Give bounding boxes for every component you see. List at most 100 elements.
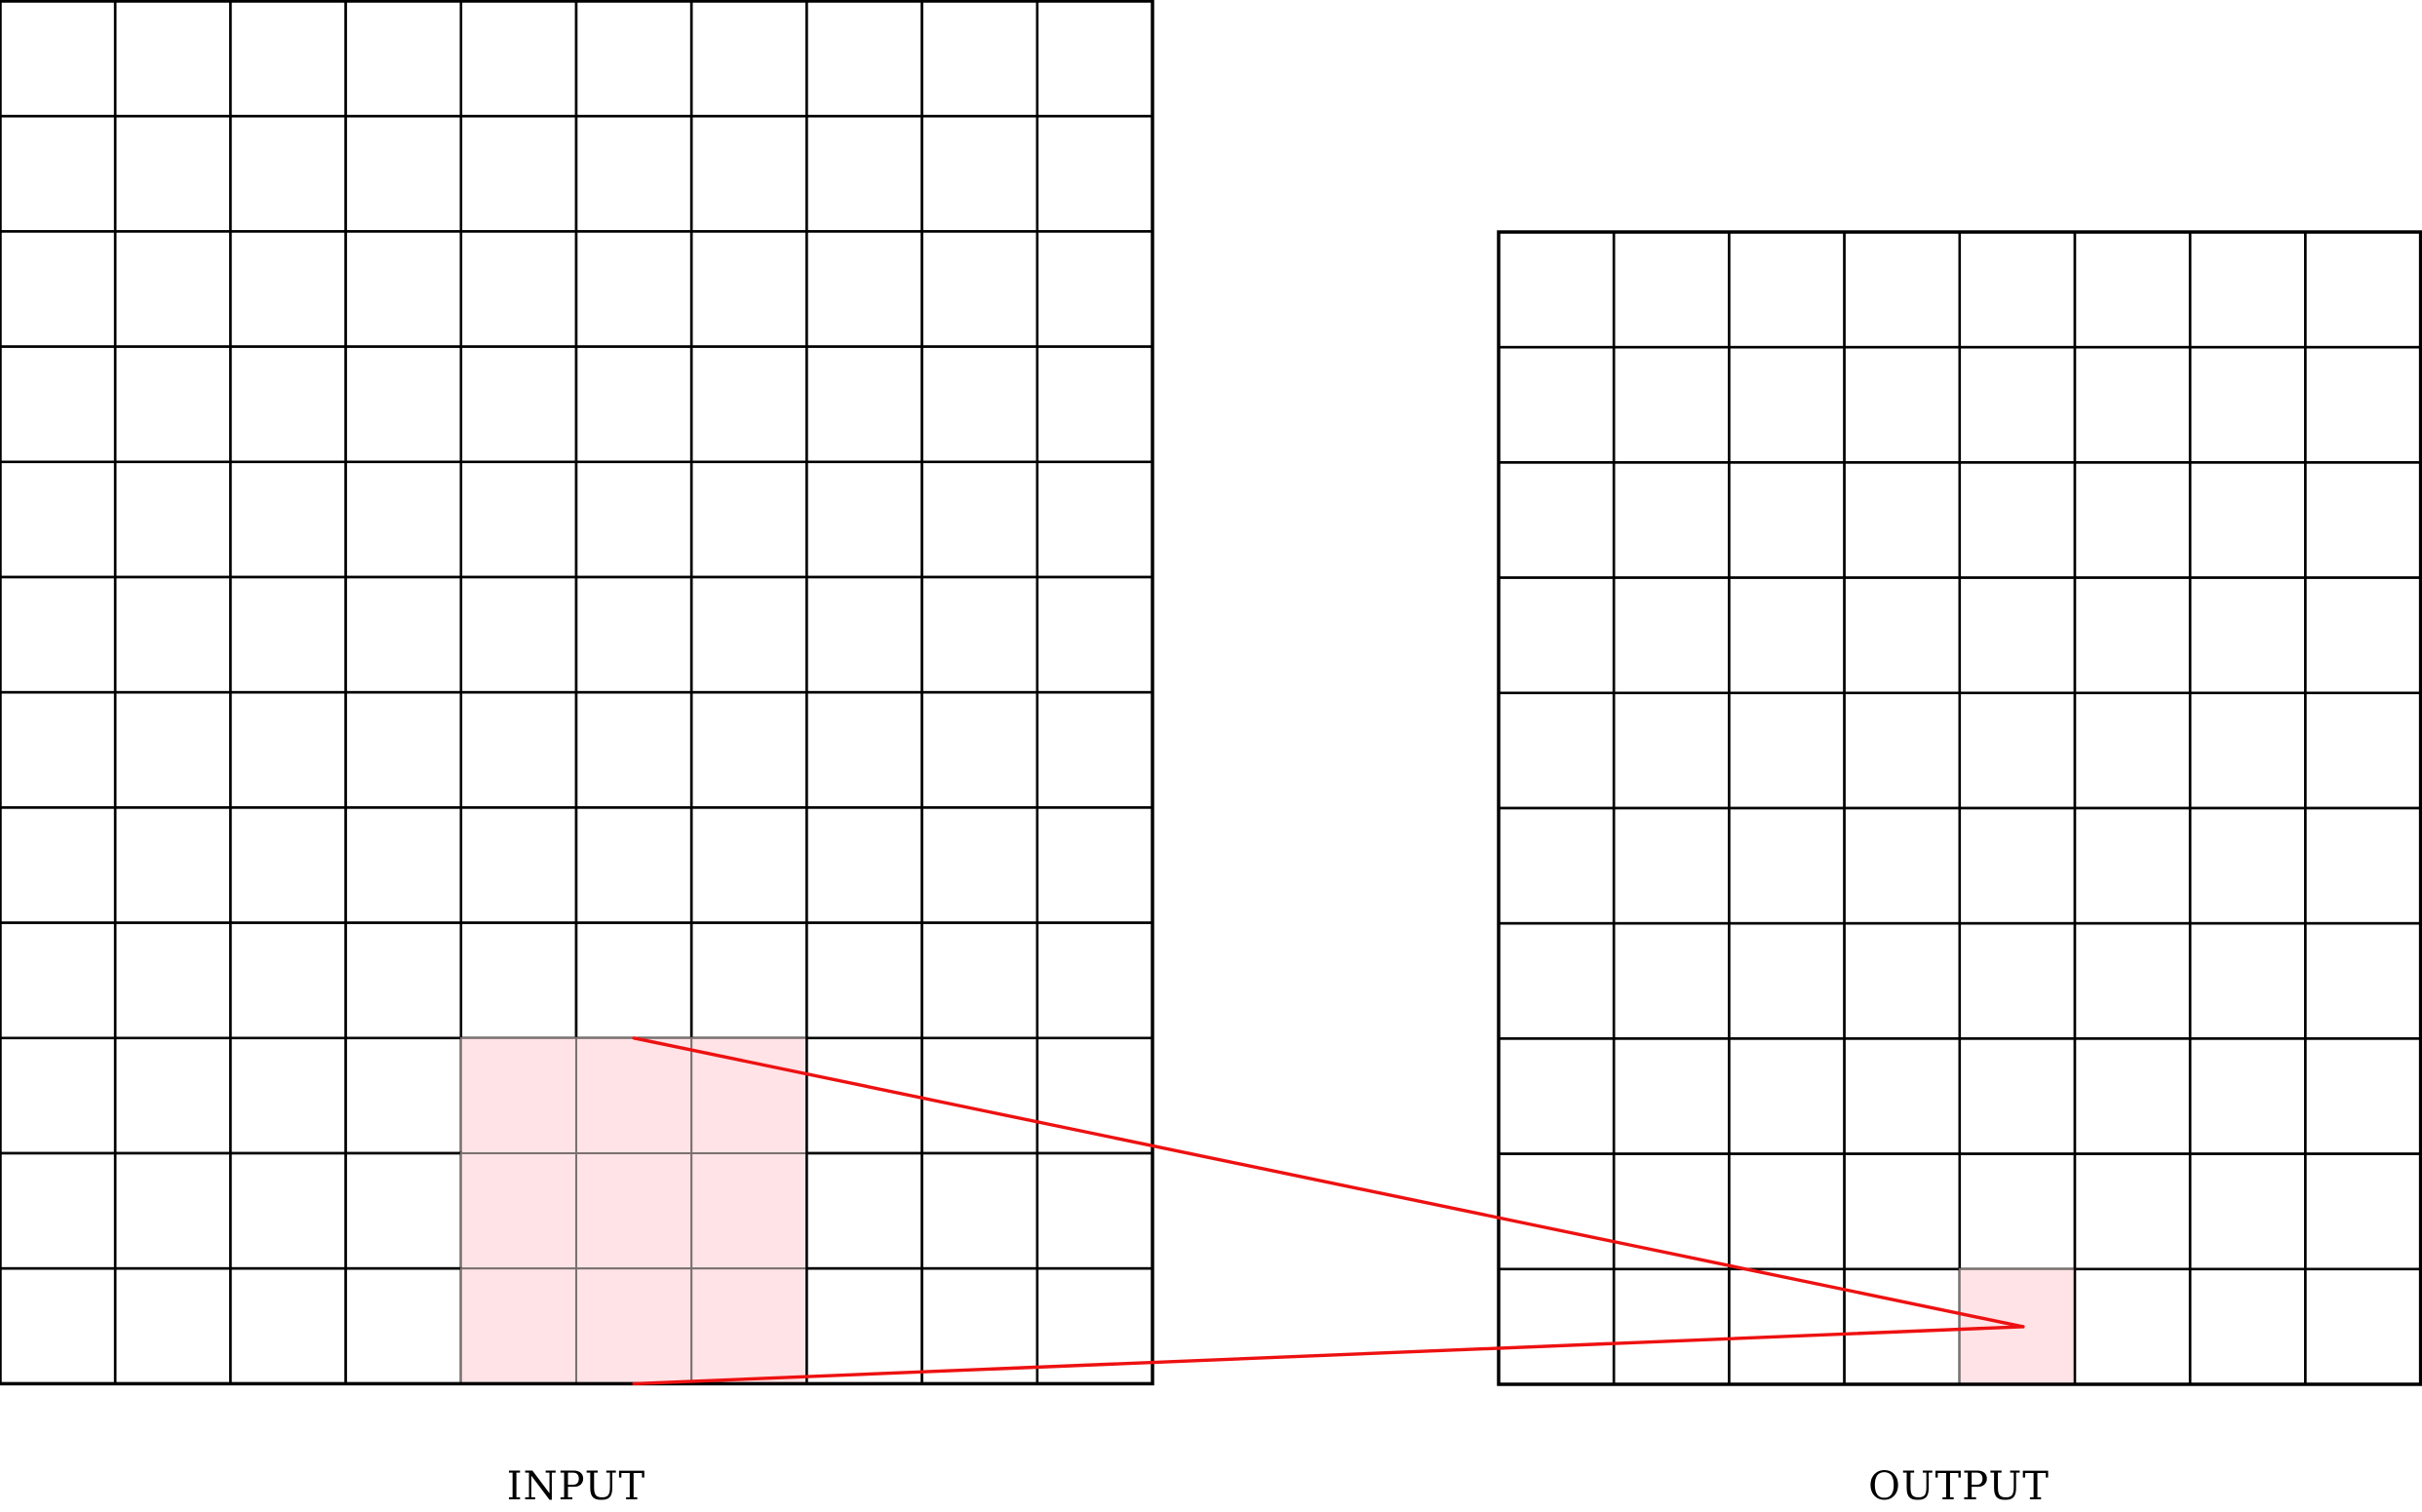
input-cell — [229, 0, 347, 118]
output-cell — [1958, 691, 2077, 810]
input-cell — [805, 345, 923, 464]
input-cell — [229, 1036, 347, 1155]
input-cell — [1035, 690, 1154, 809]
output-cell — [1612, 461, 1731, 579]
input-cell — [805, 690, 923, 809]
output-cell — [1497, 1267, 1616, 1386]
input-cell — [113, 0, 232, 118]
output-cell — [1612, 1152, 1731, 1271]
input-cell — [689, 230, 808, 348]
output-cell — [1728, 461, 1846, 579]
output-cell — [1612, 806, 1731, 925]
output-cell — [1958, 461, 2077, 579]
input-cell — [344, 690, 463, 809]
output-cell — [2073, 1037, 2192, 1155]
output-cell — [1843, 230, 1962, 349]
input-cell — [920, 460, 1039, 579]
output-cell — [1958, 576, 2077, 695]
output-cell — [2188, 345, 2307, 464]
output-cell — [2304, 921, 2422, 1040]
output-border — [1497, 230, 2422, 1386]
output-grid — [1497, 230, 2422, 1386]
output-cell — [2073, 1267, 2192, 1386]
input-cell — [0, 345, 117, 464]
input-cell — [459, 114, 578, 233]
input-cell — [574, 114, 693, 233]
input-cell — [1035, 345, 1154, 464]
output-cell — [2304, 1152, 2422, 1271]
output-cell — [1612, 1267, 1731, 1386]
output-cell — [1728, 1152, 1846, 1271]
input-cell — [344, 921, 463, 1040]
output-cell — [1497, 345, 1616, 464]
output-cell — [1612, 1037, 1731, 1155]
output-cell — [1958, 1037, 2077, 1155]
output-cell — [2188, 1037, 2307, 1155]
input-cell — [805, 114, 923, 233]
output-cell — [1728, 1037, 1846, 1155]
output-cell — [2188, 461, 2307, 579]
input-highlighted-cell — [575, 1036, 693, 1155]
input-cell — [689, 460, 808, 579]
input-cell — [920, 690, 1039, 809]
output-cell — [2188, 806, 2307, 925]
output-cell — [1497, 1037, 1616, 1155]
input-cell — [229, 690, 347, 809]
input-cell — [344, 806, 463, 924]
input-cell — [1035, 114, 1154, 233]
input-cell — [459, 0, 578, 118]
input-cell — [344, 575, 463, 694]
input-cell — [113, 345, 232, 464]
input-cell — [689, 690, 808, 809]
output-cell — [2073, 345, 2192, 464]
input-cell — [1035, 460, 1154, 579]
output-cell — [2188, 230, 2307, 349]
output-cell — [2073, 806, 2192, 925]
input-cell — [689, 575, 808, 694]
output-cell — [2188, 576, 2307, 695]
input-cell — [459, 690, 578, 809]
input-cell — [689, 921, 808, 1040]
input-highlighted-cell — [459, 1036, 577, 1155]
input-cell — [805, 921, 923, 1040]
output-cell — [1843, 1037, 1962, 1155]
input-cell — [0, 921, 117, 1040]
input-grid — [0, 0, 1154, 1386]
output-cell — [2304, 461, 2422, 579]
input-cell — [1035, 575, 1154, 694]
input-highlighted-cell — [690, 1152, 808, 1270]
input-cell — [574, 345, 693, 464]
input-cell — [229, 1151, 347, 1270]
input-cell — [920, 230, 1039, 348]
output-cell — [1843, 461, 1962, 579]
output-cell — [2304, 806, 2422, 925]
input-cell — [344, 345, 463, 464]
input-cell — [459, 806, 578, 924]
input-cell — [113, 230, 232, 348]
output-cell — [2304, 345, 2422, 464]
input-cell — [920, 806, 1039, 924]
input-highlighted-cell — [575, 1152, 693, 1270]
input-cell — [459, 575, 578, 694]
input-cell — [229, 230, 347, 348]
output-cell — [1612, 230, 1731, 349]
output-cell — [1728, 345, 1846, 464]
input-highlighted-cell — [459, 1267, 577, 1385]
input-cell — [920, 114, 1039, 233]
output-cell — [1728, 921, 1846, 1040]
input-cell — [0, 230, 117, 348]
input-cell — [113, 1151, 232, 1270]
output-cell — [1843, 806, 1962, 925]
input-cell — [805, 1151, 923, 1270]
input-cell — [229, 345, 347, 464]
input-cell — [920, 0, 1039, 118]
input-cell — [229, 921, 347, 1040]
input-cell — [574, 575, 693, 694]
input-cell — [344, 114, 463, 233]
input-cell — [344, 0, 463, 118]
output-cell — [1958, 1152, 2077, 1271]
output-cell — [1612, 691, 1731, 810]
input-cell — [574, 921, 693, 1040]
output-cell — [1843, 576, 1962, 695]
output-cell — [2188, 1267, 2307, 1386]
